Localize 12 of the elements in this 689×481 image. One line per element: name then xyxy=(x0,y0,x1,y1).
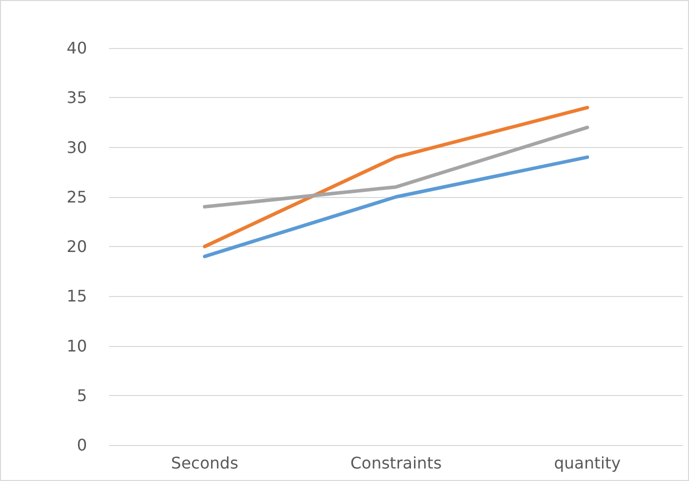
y-tick-label: 5 xyxy=(76,386,87,405)
y-tick-label: 20 xyxy=(66,237,87,256)
y-tick-label: 25 xyxy=(66,187,87,206)
y-tick-label: 15 xyxy=(66,286,87,306)
x-tick-label: quantity xyxy=(554,454,621,472)
y-tick-label: 10 xyxy=(66,336,87,356)
x-tick-label: Constraints xyxy=(350,454,442,472)
y-tick-label: 30 xyxy=(66,138,87,157)
y-tick-label: 0 xyxy=(76,436,87,454)
y-tick-label: 40 xyxy=(66,38,87,58)
y-tick-label: 35 xyxy=(66,88,87,108)
x-tick-label: Seconds xyxy=(171,454,238,472)
